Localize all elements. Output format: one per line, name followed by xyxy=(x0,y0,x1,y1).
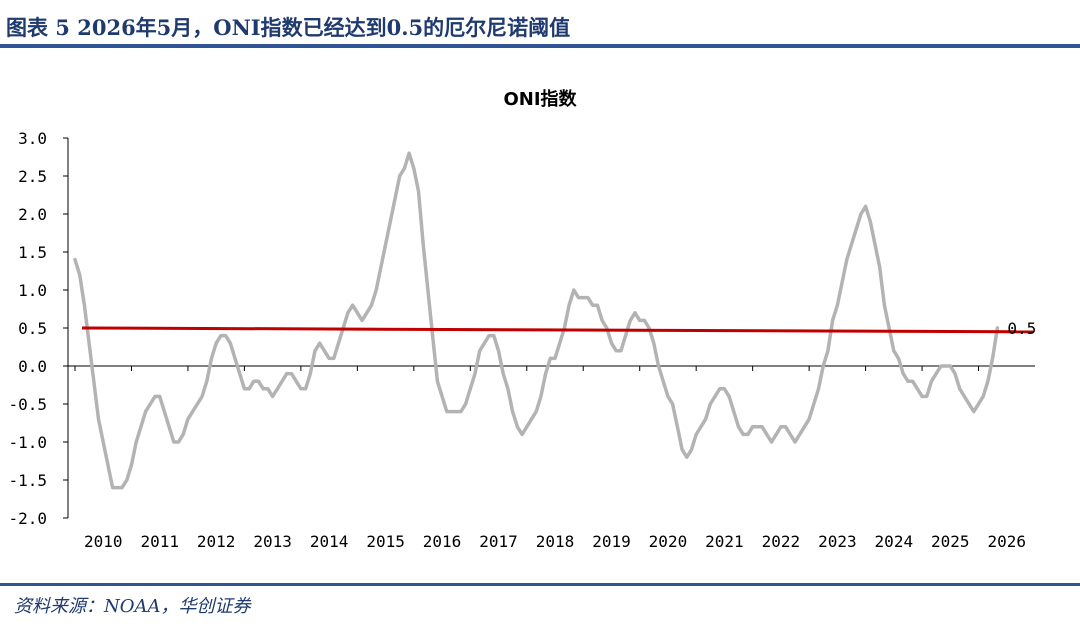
y-tick-label: 0.5 xyxy=(18,319,47,338)
x-tick-label: 2021 xyxy=(705,532,744,551)
x-tick-label: 2014 xyxy=(310,532,349,551)
y-tick-label: -1.0 xyxy=(8,433,47,452)
oni-series-line xyxy=(73,151,1000,490)
x-tick-label: 2026 xyxy=(987,532,1026,551)
chart-axes: 3.0 2.5 2.0 1.5 1.0 0.5 0.0 -0.5 -1.0 -1.5 -2.0 201… xyxy=(8,129,1035,551)
x-tick-label: 2022 xyxy=(762,532,801,551)
x-tick-label: 2024 xyxy=(875,532,914,551)
oni-chart: ONI指数 3.0 2.5 2.0 1.5 1.0 0.5 0.0 -0.5 -1.0 -1.5 -… xyxy=(0,50,1080,584)
x-tick-label: 2011 xyxy=(140,532,179,551)
y-tick-label: 1.5 xyxy=(18,243,47,262)
x-tick-label: 2019 xyxy=(592,532,631,551)
report-header: 图表 5 2026年5月，ONI指数已经达到0.5的厄尔尼诺阈值 xyxy=(0,0,1080,48)
x-tick-label: 2017 xyxy=(479,532,518,551)
x-tick-label: 2016 xyxy=(423,532,462,551)
threshold-line xyxy=(81,326,1034,334)
chart-marks: 0.5 xyxy=(73,151,1036,490)
x-tick-label: 2025 xyxy=(931,532,970,551)
chart-svg: ONI指数 3.0 2.5 2.0 1.5 1.0 0.5 0.0 -0.5 -1.0 -1.5 -… xyxy=(8,88,1036,551)
x-tick-label: 2023 xyxy=(818,532,857,551)
y-tick-label: 1.0 xyxy=(18,281,47,300)
y-tick-label: 2.0 xyxy=(18,205,47,224)
y-tick-label: -1.5 xyxy=(8,471,47,490)
header-rule xyxy=(0,44,1080,48)
y-tick-label: -0.5 xyxy=(8,395,47,414)
x-tick-label: 2010 xyxy=(84,532,123,551)
source-note: 资料来源：NOAA，华创证券 xyxy=(14,596,251,617)
chart-title: ONI指数 xyxy=(503,88,577,110)
x-tick-label: 2018 xyxy=(536,532,575,551)
y-tick-label: 2.5 xyxy=(18,167,47,186)
x-tick-label: 2020 xyxy=(649,532,688,551)
x-tick-label: 2013 xyxy=(253,532,292,551)
footer-rule xyxy=(0,583,1080,586)
y-tick-label: -2.0 xyxy=(8,509,47,528)
x-tick-label: 2012 xyxy=(197,532,236,551)
y-tick-label: 0.0 xyxy=(18,357,47,376)
x-tick-label: 2015 xyxy=(366,532,405,551)
figure-title: 图表 5 2026年5月，ONI指数已经达到0.5的厄尔尼诺阈值 xyxy=(6,15,571,40)
end-value-label: 0.5 xyxy=(1007,319,1036,338)
y-tick-label: 3.0 xyxy=(18,129,47,148)
